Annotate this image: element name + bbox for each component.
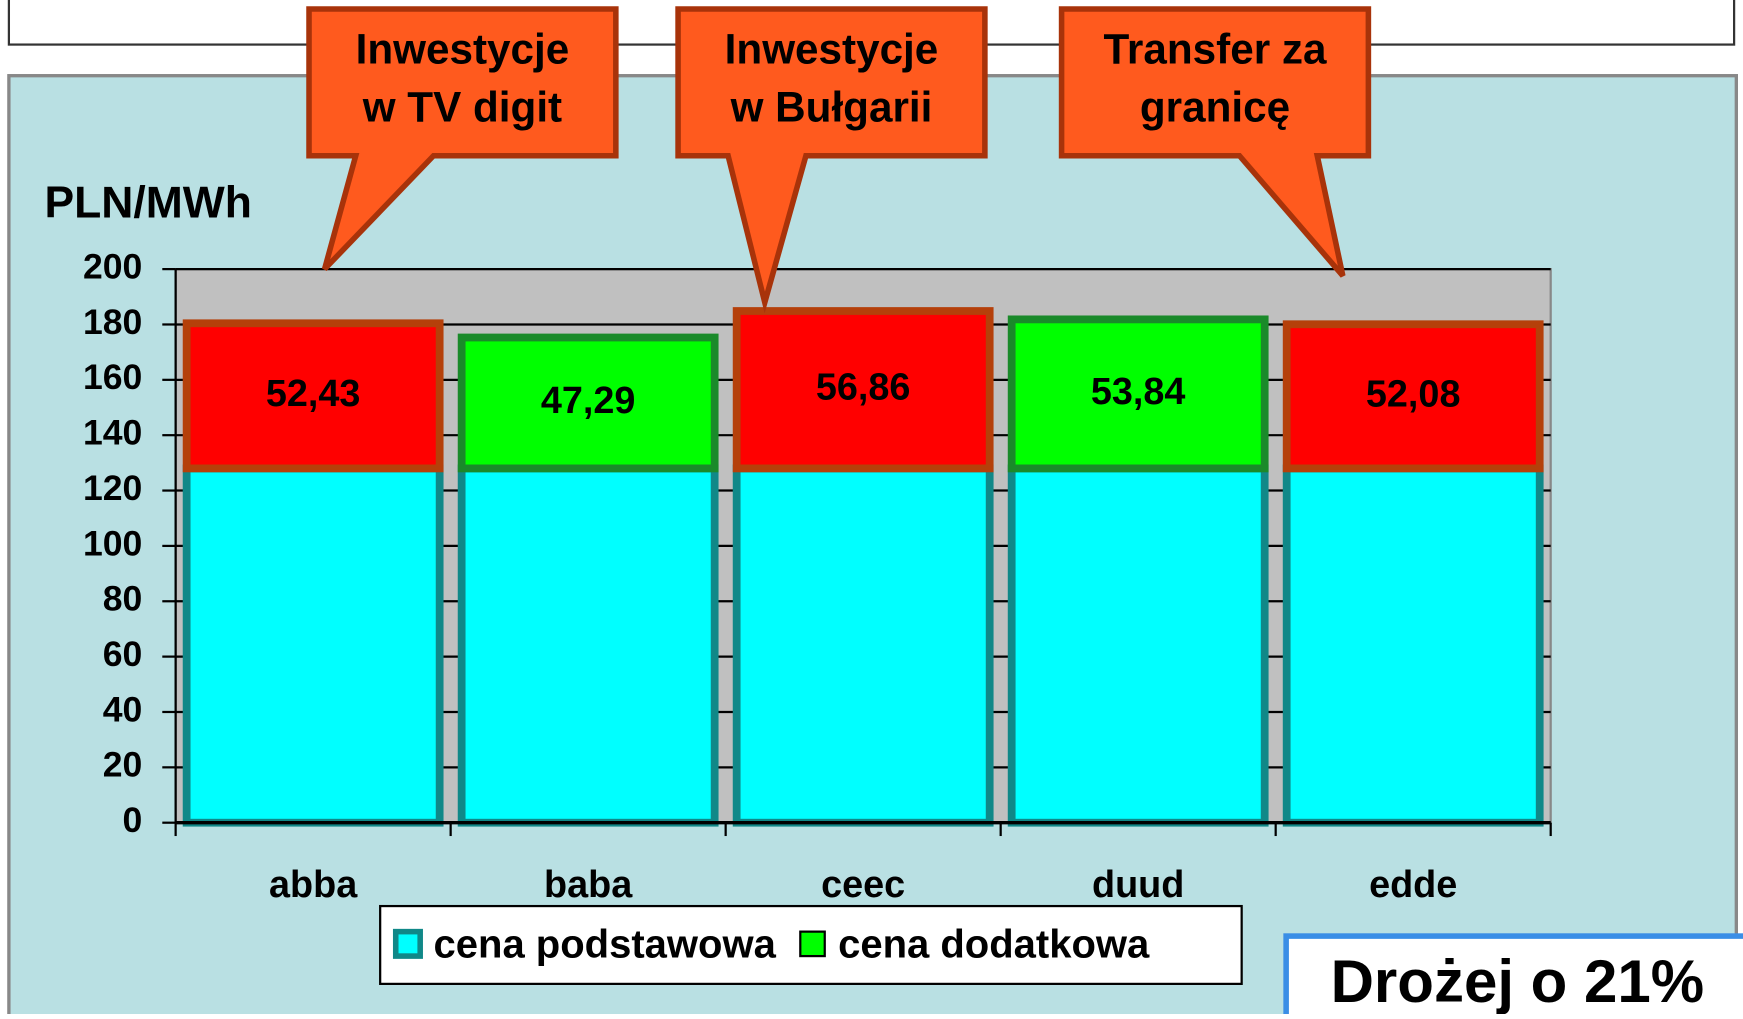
bar-segment — [732, 307, 994, 473]
bar-segment — [1007, 315, 1269, 473]
note: Drożej o 21% — [1331, 948, 1705, 1014]
y-tick-label: 60 — [103, 634, 143, 674]
legend-label: cena podstawowa — [434, 923, 777, 967]
y-tick-label: 0 — [123, 800, 143, 840]
legend-swatch — [392, 928, 423, 959]
x-tick-label: duud — [1092, 864, 1184, 906]
note-box — [1283, 933, 1743, 1019]
callout — [306, 6, 619, 272]
callout-text: Inwestycje — [725, 26, 939, 73]
bar-segment — [182, 319, 444, 473]
data-label: 56,86 — [816, 367, 911, 409]
callout-text: Inwestycje — [356, 26, 570, 73]
x-tick-label: ceec — [821, 864, 905, 906]
bar-segment — [457, 333, 719, 473]
y-tick-label: 200 — [83, 247, 142, 287]
y-tick-label: 100 — [83, 523, 142, 563]
bar-segment — [1007, 464, 1269, 827]
x-tick-label: edde — [1369, 864, 1457, 906]
data-label: 47,29 — [541, 380, 636, 422]
callout-text: w TV digit — [362, 83, 562, 130]
y-tick-label: 80 — [103, 579, 143, 619]
y-tick-label: 120 — [83, 468, 142, 508]
legend-swatch — [799, 930, 826, 958]
callout — [1058, 6, 1372, 278]
bar-segment — [1282, 464, 1544, 827]
y-tick-label: 140 — [83, 413, 142, 453]
legend-label: cena dodatkowa — [838, 923, 1150, 967]
bar-segment — [182, 464, 444, 827]
callout-text: granicę — [1140, 83, 1290, 130]
bar-segment — [732, 464, 994, 827]
data-label: 52,08 — [1366, 373, 1461, 415]
data-label: 52,43 — [266, 373, 361, 415]
callout — [675, 6, 988, 314]
bar-segment — [457, 464, 719, 827]
callout-text: Transfer za — [1103, 26, 1327, 73]
y-axis-label: PLN/MWh — [44, 179, 251, 228]
y-tick-label: 20 — [103, 745, 143, 785]
x-tick-label: abba — [269, 864, 358, 906]
x-tick-label: baba — [544, 864, 633, 906]
y-tick-label: 40 — [103, 689, 143, 729]
y-tick-label: 180 — [83, 302, 142, 342]
bar-segment — [1282, 320, 1544, 473]
callout-text: w Bułgarii — [730, 83, 933, 130]
data-label: 53,84 — [1091, 371, 1186, 413]
y-tick-label: 160 — [83, 357, 142, 397]
